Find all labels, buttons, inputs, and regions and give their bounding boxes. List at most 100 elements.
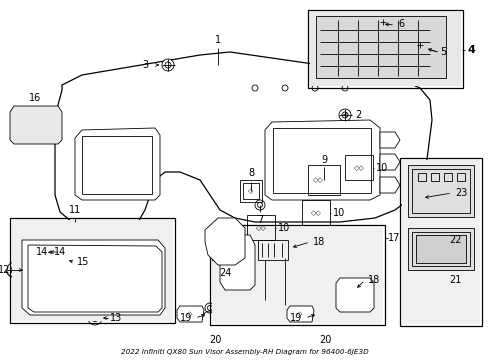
- Text: 22: 22: [448, 235, 460, 245]
- Bar: [243, 183, 259, 199]
- Circle shape: [29, 111, 41, 123]
- Bar: [309, 12, 460, 86]
- Circle shape: [364, 67, 371, 73]
- Text: 5: 5: [439, 47, 446, 57]
- Polygon shape: [379, 154, 399, 170]
- Bar: [38, 254, 84, 278]
- Circle shape: [314, 303, 325, 313]
- Polygon shape: [75, 128, 160, 200]
- Text: ◇: ◇: [187, 311, 192, 317]
- Polygon shape: [379, 132, 399, 148]
- Circle shape: [88, 311, 102, 325]
- Bar: [36, 252, 86, 280]
- Polygon shape: [286, 306, 313, 322]
- Polygon shape: [379, 177, 399, 193]
- Text: 2022 Infiniti QX80 Sun Visor Assembly-RH Diagram for 96400-6JE3D: 2022 Infiniti QX80 Sun Visor Assembly-RH…: [121, 349, 367, 355]
- Bar: [417, 173, 425, 181]
- Circle shape: [317, 306, 322, 310]
- Text: 17: 17: [387, 233, 400, 243]
- Bar: [34, 250, 46, 258]
- Bar: [209, 225, 384, 325]
- Bar: [246, 215, 274, 240]
- Circle shape: [7, 262, 23, 278]
- Text: ◇: ◇: [248, 188, 253, 194]
- Text: 2: 2: [354, 110, 361, 120]
- Circle shape: [426, 244, 436, 254]
- Text: 19: 19: [289, 313, 302, 323]
- Bar: [60, 290, 140, 308]
- Bar: [407, 165, 473, 217]
- Circle shape: [404, 67, 411, 73]
- Text: 23: 23: [454, 188, 467, 198]
- Bar: [302, 200, 329, 225]
- Bar: [307, 165, 339, 195]
- Circle shape: [257, 202, 262, 207]
- Text: 16: 16: [29, 93, 41, 103]
- Text: 18: 18: [367, 275, 380, 285]
- Bar: [415, 235, 465, 263]
- Bar: [443, 173, 451, 181]
- Circle shape: [404, 21, 411, 27]
- Circle shape: [204, 303, 215, 313]
- Text: 10: 10: [278, 223, 290, 233]
- Text: 15: 15: [77, 257, 89, 267]
- Text: 9: 9: [320, 155, 326, 165]
- Circle shape: [386, 137, 392, 143]
- Text: 4: 4: [467, 45, 475, 55]
- Polygon shape: [220, 235, 254, 290]
- Text: ◇◇: ◇◇: [255, 225, 266, 231]
- Polygon shape: [10, 106, 62, 144]
- Circle shape: [162, 59, 174, 71]
- Circle shape: [380, 19, 385, 24]
- Text: 14: 14: [36, 247, 48, 257]
- Text: 18: 18: [312, 237, 325, 247]
- Bar: [401, 160, 479, 324]
- Circle shape: [338, 109, 350, 121]
- Circle shape: [11, 266, 19, 274]
- Circle shape: [417, 42, 422, 48]
- Circle shape: [341, 112, 347, 118]
- Circle shape: [254, 200, 264, 210]
- Bar: [456, 173, 464, 181]
- Circle shape: [164, 62, 171, 68]
- Circle shape: [207, 306, 212, 310]
- Text: ◇◇: ◇◇: [353, 165, 364, 171]
- Text: ◇: ◇: [297, 311, 302, 317]
- Bar: [212, 227, 382, 323]
- Text: ◇◇: ◇◇: [310, 210, 321, 216]
- Text: 21: 21: [448, 275, 460, 285]
- Text: 10: 10: [332, 208, 345, 218]
- Circle shape: [386, 182, 392, 188]
- Bar: [315, 16, 445, 78]
- Text: 3: 3: [142, 60, 148, 70]
- Bar: [10, 218, 175, 323]
- Circle shape: [311, 85, 317, 91]
- Circle shape: [265, 236, 273, 244]
- Text: 24: 24: [218, 268, 231, 278]
- Polygon shape: [264, 120, 379, 200]
- Circle shape: [267, 238, 271, 242]
- Polygon shape: [28, 245, 162, 312]
- Bar: [430, 173, 438, 181]
- Text: 1: 1: [215, 35, 221, 45]
- Circle shape: [377, 17, 387, 27]
- Circle shape: [282, 85, 287, 91]
- Bar: [258, 240, 287, 260]
- Polygon shape: [22, 240, 164, 315]
- Circle shape: [364, 21, 371, 27]
- Circle shape: [415, 198, 419, 202]
- Bar: [16, 112, 56, 140]
- Text: 19: 19: [180, 313, 192, 323]
- Text: 20: 20: [208, 335, 221, 345]
- Bar: [345, 155, 372, 180]
- Bar: [12, 220, 173, 321]
- Circle shape: [413, 196, 421, 204]
- Circle shape: [91, 315, 98, 321]
- Bar: [212, 225, 238, 260]
- Text: 12: 12: [0, 265, 10, 275]
- Text: 8: 8: [247, 168, 254, 178]
- Circle shape: [251, 85, 258, 91]
- Text: 7: 7: [256, 215, 263, 225]
- Polygon shape: [204, 218, 244, 265]
- Bar: [82, 136, 152, 194]
